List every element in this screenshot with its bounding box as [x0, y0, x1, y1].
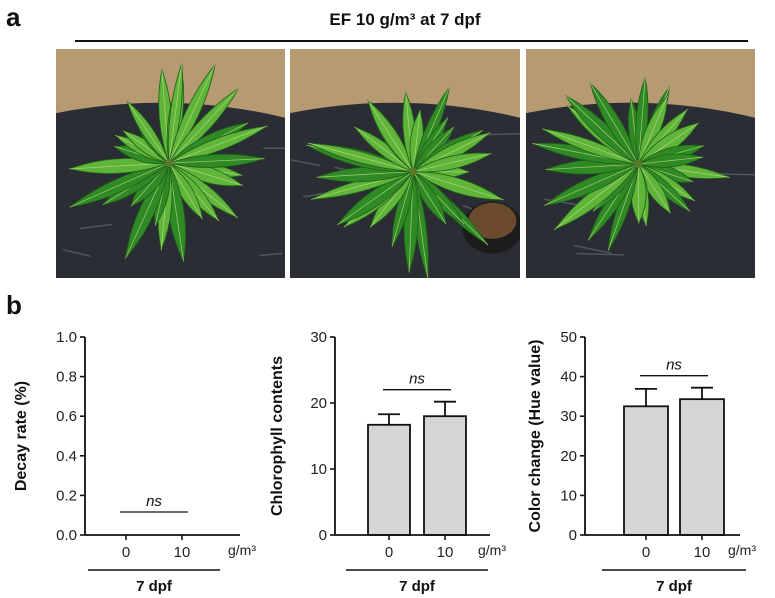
- mulch-highlight: [576, 252, 624, 256]
- y-tick-label: 10: [560, 487, 577, 504]
- x-tick-label: 0: [385, 544, 393, 561]
- x-tick-label: 10: [437, 544, 454, 561]
- mulch-highlight: [62, 248, 91, 257]
- plant-stem: [164, 159, 173, 168]
- leaf-midrib: [391, 171, 414, 247]
- y-tick-label: 20: [310, 395, 327, 412]
- y-tick-label: 40: [560, 369, 577, 386]
- leaf-midrib: [168, 125, 268, 164]
- y-tick-label: 20: [560, 448, 577, 465]
- leaf-midrib: [168, 63, 183, 164]
- leaf-midrib: [638, 163, 671, 214]
- significance-label: ns: [146, 493, 162, 510]
- leaf-midrib: [354, 126, 414, 172]
- mulch-highlight: [259, 252, 283, 257]
- y-tick-label: 30: [310, 329, 327, 346]
- y-tick-label: 0.4: [56, 448, 77, 465]
- leaf-midrib: [638, 77, 646, 165]
- title-rule: [75, 40, 748, 42]
- significance-label: ns: [409, 371, 425, 388]
- y-tick-label: 0.6: [56, 408, 77, 425]
- y-axis-label: Color change (Hue value): [527, 340, 544, 533]
- plant-photo-2: [290, 49, 520, 278]
- leaf-midrib: [589, 83, 639, 165]
- bar-0: [367, 423, 411, 536]
- y-tick-label: 0.2: [56, 487, 77, 504]
- plant-photo-1: [56, 49, 285, 278]
- x-tick-label: 10: [174, 544, 191, 561]
- y-tick-label: 0: [569, 527, 577, 544]
- leaf-midrib: [316, 171, 414, 178]
- y-tick-label: 0.8: [56, 369, 77, 386]
- panel-a-title: EF 10 g/m³ at 7 dpf: [329, 10, 481, 29]
- leaf-midrib: [168, 64, 216, 164]
- y-tick-label: 50: [560, 329, 577, 346]
- mulch-highlight: [573, 244, 612, 254]
- leaf-midrib: [69, 162, 170, 208]
- chart-2: 0 10 20 30 0 10 g/m³ 7 dpf ns Chlorophyll content…: [269, 329, 506, 595]
- leaf-midrib: [168, 88, 239, 164]
- significance-label: ns: [666, 357, 682, 374]
- x-unit-label: g/m³: [478, 542, 506, 558]
- mulch-highlight: [290, 159, 321, 167]
- y-tick-label: 1.0: [56, 329, 77, 346]
- x-tick-label: 0: [122, 544, 130, 561]
- leaf-midrib: [337, 171, 414, 225]
- leaf-midrib: [545, 163, 639, 170]
- leaf-midrib: [544, 163, 639, 206]
- panel-letter-b: b: [6, 290, 22, 320]
- x-tick-label: 0: [642, 544, 650, 561]
- plant-stem: [409, 167, 418, 176]
- y-axis-label: Decay rate (%): [13, 381, 30, 491]
- leaf-midrib: [127, 101, 170, 164]
- chart-3: 0 10 20 30 40 50 0 10 g/m³ 7 dpf ns Color change (H…: [527, 329, 756, 595]
- leaf-midrib: [412, 171, 447, 225]
- chart-1: 0.0 0.2 0.4 0.6 0.8 1.0 0 10 g/m³ 7 dpf ns Decay ra…: [13, 329, 256, 595]
- plant-photo-3: [526, 49, 755, 278]
- leaf-midrib: [638, 156, 703, 165]
- y-tick-label: 10: [310, 461, 327, 478]
- leaf-midrib: [565, 95, 639, 165]
- x-unit-label: g/m³: [228, 542, 256, 558]
- x-unit-label: g/m³: [728, 542, 756, 558]
- leaf-midrib: [168, 162, 203, 220]
- bar-10: [423, 415, 467, 536]
- y-axis-label: Chlorophyll contents: [269, 356, 286, 516]
- leaf-midrib: [308, 142, 414, 172]
- plant-stem: [634, 160, 643, 169]
- leaf-midrib: [554, 163, 639, 230]
- pot-soil: [468, 202, 517, 239]
- bar-charts: 0.0 0.2 0.4 0.6 0.8 1.0 0 10 g/m³ 7 dpf ns Decay ra…: [13, 329, 756, 595]
- group-label: 7 dpf: [136, 578, 173, 595]
- leaf-midrib: [413, 171, 504, 201]
- panel-letter-a: a: [6, 2, 21, 32]
- leaf-midrib: [638, 95, 668, 165]
- leaf-midrib: [542, 128, 639, 165]
- x-tick-label: 10: [694, 544, 711, 561]
- group-label: 7 dpf: [656, 578, 693, 595]
- leaf-midrib: [168, 162, 243, 186]
- y-tick-label: 30: [560, 408, 577, 425]
- leaf-midrib: [413, 153, 492, 172]
- bar-10: [679, 398, 725, 536]
- leaf-midrib: [68, 162, 169, 170]
- mulch-highlight: [79, 223, 112, 230]
- y-tick-label: 0.0: [56, 527, 77, 544]
- y-tick-label: 0: [319, 527, 327, 544]
- leaf-midrib: [412, 110, 421, 172]
- group-label: 7 dpf: [399, 578, 436, 595]
- leaf-midrib: [367, 100, 414, 172]
- bar-0: [623, 405, 669, 536]
- leaf-midrib: [168, 158, 265, 164]
